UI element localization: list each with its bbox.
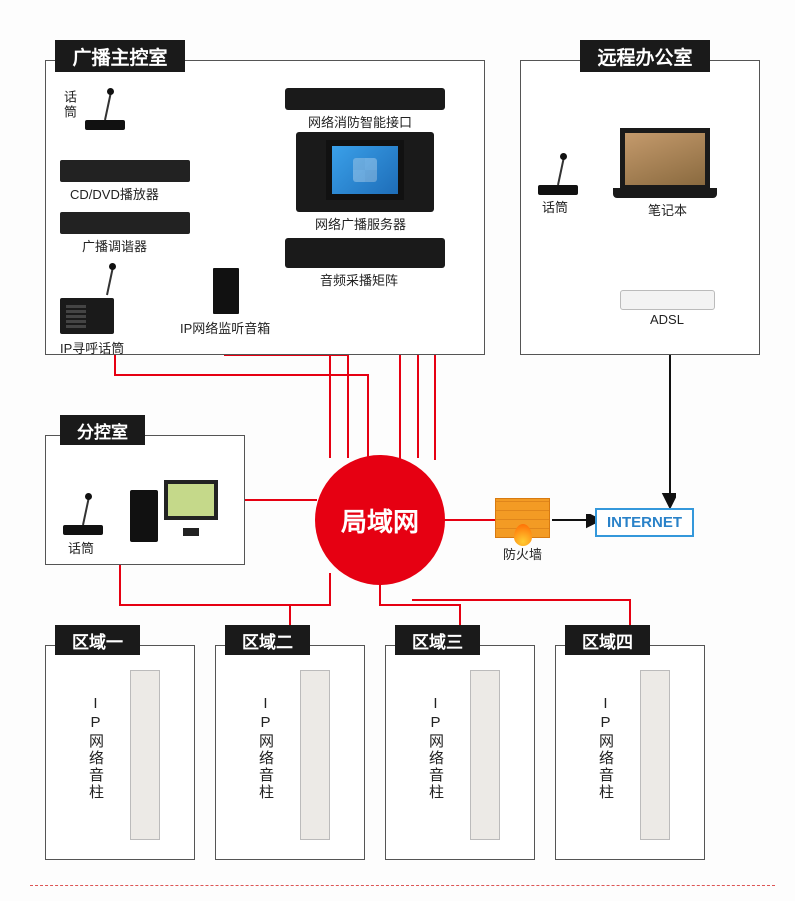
section-title-sub_room: 分控室: [60, 415, 145, 445]
zone2-speaker-label: IP网络音柱: [255, 695, 276, 801]
section-title-zone1: 区域一: [55, 625, 140, 655]
section-title-zone2: 区域二: [225, 625, 310, 655]
audio-matrix-label: 音频采播矩阵: [320, 270, 398, 289]
zone1-speaker-icon: [130, 670, 160, 840]
laptop-icon: [620, 128, 717, 198]
zone1-speaker-label: IP网络音柱: [85, 695, 106, 801]
firewall-label: 防火墙: [503, 544, 542, 563]
section-zone2: [215, 645, 365, 860]
zone3-speaker-icon: [470, 670, 500, 840]
cd-dvd-icon: [60, 160, 190, 182]
tuner-icon: [60, 212, 190, 234]
section-title-zone4: 区域四: [565, 625, 650, 655]
ip-speaker-icon: [213, 268, 239, 314]
broadcast-server-label: 网络广播服务器: [315, 214, 406, 233]
ip-speaker-label: IP网络监听音箱: [180, 318, 270, 337]
section-title-remote_room: 远程办公室: [580, 40, 710, 72]
fire-interface-label: 网络消防智能接口: [308, 112, 412, 131]
sub-mic-icon: [58, 490, 108, 535]
tuner-label: 广播调谐器: [82, 236, 147, 255]
remote-mic-icon: [533, 150, 583, 195]
main-mic-icon: [80, 85, 130, 130]
main-mic-label: 话筒: [60, 90, 79, 120]
zone3-speaker-label: IP网络音柱: [425, 695, 446, 801]
section-title-zone3: 区域三: [395, 625, 480, 655]
cd-dvd-label: CD/DVD播放器: [70, 184, 159, 203]
sub-mic-label: 话筒: [68, 538, 94, 557]
zone2-speaker-icon: [300, 670, 330, 840]
section-zone4: [555, 645, 705, 860]
adsl-label: ADSL: [650, 312, 684, 327]
sub-pc-tower-icon: [130, 490, 158, 542]
laptop-label: 笔记本: [648, 200, 687, 219]
sub-pc-stand-icon: [183, 528, 199, 536]
broadcast-server-screen-icon: [326, 140, 404, 200]
internet-box: INTERNET: [595, 508, 694, 537]
section-zone3: [385, 645, 535, 860]
section-title-main_room: 广播主控室: [55, 40, 185, 72]
zone4-speaker-label: IP网络音柱: [595, 695, 616, 801]
remote-mic-label: 话筒: [542, 197, 568, 216]
lan-hub: 局域网: [315, 455, 445, 585]
lan-hub-label: 局域网: [341, 502, 419, 539]
ip-paging-label: IP寻呼话筒: [60, 338, 124, 357]
section-zone1: [45, 645, 195, 860]
sub-pc-monitor-icon: [164, 480, 218, 520]
fire-interface-icon: [285, 88, 445, 110]
internet-label: INTERNET: [607, 514, 682, 531]
ip-paging-mic-icon: [82, 260, 132, 305]
audio-matrix-icon: [285, 238, 445, 268]
zone4-speaker-icon: [640, 670, 670, 840]
footer-rule: [30, 885, 775, 886]
firewall-icon: [495, 498, 550, 546]
adsl-icon: [620, 290, 715, 310]
